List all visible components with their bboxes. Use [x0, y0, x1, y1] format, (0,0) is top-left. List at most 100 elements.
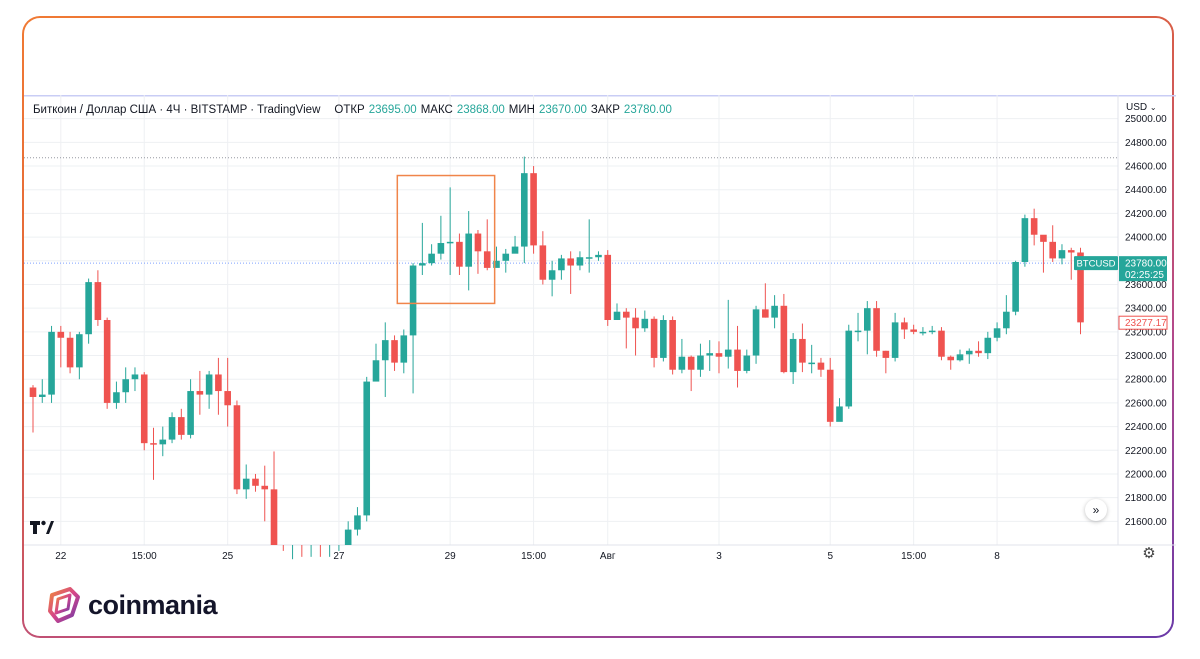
candle-body [38, 394, 46, 397]
candle-body [632, 317, 639, 329]
x-tick-label: 15:00 [132, 551, 157, 562]
candle-body [891, 322, 899, 358]
y-tick-label: 24600.00 [1125, 162, 1167, 173]
candle-body [150, 443, 157, 445]
candle-body [539, 245, 547, 280]
candle-body [576, 257, 584, 266]
candle-body [641, 318, 649, 329]
gear-icon[interactable]: ⚙ [1142, 545, 1156, 562]
tradingview-logo-icon[interactable] [30, 518, 54, 536]
candle-body [178, 417, 185, 435]
candle-body [446, 241, 454, 244]
candle-body [261, 485, 269, 490]
candle-body [789, 338, 797, 373]
candle-body [873, 308, 880, 351]
candle-body [595, 254, 602, 258]
y-tick-label: 24200.00 [1125, 209, 1167, 220]
candle-body [965, 350, 973, 355]
candle-body [187, 391, 194, 435]
x-tick-label: 27 [333, 551, 345, 562]
close-label: ЗАКР [590, 104, 620, 116]
symbol-title: Биткоин / Доллар США · 4Ч · BITSTAMP · T… [33, 104, 321, 116]
candle-body [919, 331, 927, 334]
candle-body [215, 374, 222, 392]
candle-body [474, 233, 482, 252]
candle-body [465, 233, 472, 267]
y-tick-label: 23200.00 [1125, 327, 1167, 338]
candle-body [548, 270, 556, 280]
candle-body [956, 354, 964, 361]
candle-body [836, 406, 843, 422]
symbol-tag-label: BTCUSD [1076, 259, 1115, 270]
low-marker-label: 23277.17 [1125, 318, 1167, 329]
y-tick-label: 23400.00 [1125, 304, 1167, 315]
candle-body [242, 478, 250, 490]
x-tick-label: 15:00 [901, 551, 926, 562]
candle-body [205, 374, 213, 395]
candle-body [122, 379, 129, 393]
candle-body [613, 311, 621, 320]
candle-body [419, 263, 426, 266]
candle-body [558, 258, 565, 271]
candle-body [159, 439, 167, 445]
candle-body [567, 258, 574, 266]
candle-body [224, 391, 231, 406]
candle-body [1077, 252, 1084, 323]
candle-body [391, 340, 398, 363]
candle-body [975, 350, 982, 354]
candle-body [103, 320, 111, 403]
candle-body [29, 387, 37, 397]
candle-body [344, 529, 352, 545]
candle-body [687, 356, 695, 370]
x-tick-label: 8 [994, 551, 1000, 562]
candle-body [938, 330, 945, 357]
chart-area[interactable]: 25000.00 24800.00 24600.00 24400.00 24200.00… [24, 95, 1176, 565]
candle-body [882, 350, 890, 358]
highlight-box [396, 174, 496, 305]
coinmania-logo-icon [48, 587, 80, 623]
candle-body [1049, 241, 1056, 259]
candle-body [456, 241, 463, 267]
candle-body [1021, 218, 1029, 262]
y-tick-label: 22800.00 [1125, 375, 1167, 386]
candle-body [604, 254, 612, 320]
candle-body [85, 282, 92, 335]
candle-body [780, 305, 788, 373]
candle-body [947, 356, 955, 361]
candle-body [678, 356, 686, 370]
y-tick-label: 24000.00 [1125, 233, 1167, 244]
candle-body [168, 417, 176, 440]
candle-body [734, 349, 741, 371]
candle-body [372, 360, 380, 382]
candle-body [233, 405, 241, 490]
currency-selector[interactable]: USD ⌄ [1126, 102, 1157, 113]
y-tick-label: 22000.00 [1125, 469, 1167, 480]
candle-body [113, 392, 120, 403]
candlestick-chart[interactable]: 25000.00 24800.00 24600.00 24400.00 24200.00… [24, 95, 1176, 565]
candle-body [437, 243, 445, 254]
candle-body [715, 353, 723, 357]
x-tick-label: 3 [716, 551, 722, 562]
candle-body [196, 391, 204, 395]
candle-body [493, 260, 500, 268]
candle-body [1040, 234, 1047, 242]
y-tick-label: 23600.00 [1125, 280, 1167, 291]
candle-body [743, 355, 751, 371]
scroll-to-latest-button[interactable]: » [1085, 499, 1107, 521]
candle-body [131, 374, 139, 380]
x-tick-label: 15:00 [521, 551, 546, 562]
brand-logo: coinmania [44, 585, 218, 625]
candle-body [660, 320, 667, 358]
close-value: 23780.00 [623, 104, 672, 116]
high-label: МАКС [420, 104, 453, 116]
candle-body [483, 251, 491, 268]
candle-body [1030, 218, 1038, 235]
candle-body [826, 369, 834, 422]
candle-body [706, 353, 714, 356]
y-tick-label: 22600.00 [1125, 398, 1167, 409]
chart-header: Биткоин / Доллар США · 4Ч · BITSTAMP · T… [33, 104, 672, 116]
candle-body [771, 305, 778, 318]
candle-body [752, 309, 760, 356]
currency-label: USD [1126, 102, 1148, 113]
x-tick-label: Авг [600, 551, 616, 562]
